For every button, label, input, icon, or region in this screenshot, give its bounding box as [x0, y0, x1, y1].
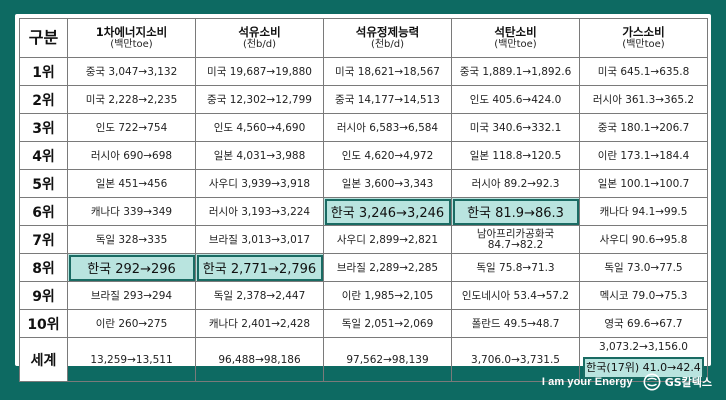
table-cell: 러시아 6,583→6,584: [323, 113, 452, 142]
rank-label: 10위: [19, 309, 68, 338]
table-cell: 중국 12,302→12,799: [195, 85, 324, 114]
table-cell: 브라질 293→294: [67, 281, 196, 310]
header-oil-consumption: 석유소비 (천b/d): [195, 18, 324, 58]
table-cell: 미국 340.6→332.1: [451, 113, 580, 142]
table-row: 8위 한국 292→296 한국 2,771→2,796 브라질 2,289→2…: [19, 253, 708, 282]
table-row: 3위 인도 722→754 인도 4,560→4,690 러시아 6,583→6…: [19, 113, 708, 142]
rank-label: 4위: [19, 141, 68, 170]
table-cell: 미국 19,687→19,880: [195, 57, 324, 86]
rank-label: 1위: [19, 57, 68, 86]
table-cell: 캐나다 2,401→2,428: [195, 309, 324, 338]
table-cell: 브라질 2,289→2,285: [323, 253, 452, 282]
rank-label: 9위: [19, 281, 68, 310]
table-cell: 인도 4,560→4,690: [195, 113, 324, 142]
world-gas-cell: 3,073.2→3,156.0 한국(17위) 41.0→42.4: [579, 337, 708, 382]
table-cell: 이란 260→275: [67, 309, 196, 338]
korea-highlight-cell: 한국 292→296: [67, 253, 196, 282]
table-row: 1위 중국 3,047→3,132 미국 19,687→19,880 미국 18…: [19, 57, 708, 86]
table-cell: 중국 180.1→206.7: [579, 113, 708, 142]
table-cell: 일본 3,600→3,343: [323, 169, 452, 198]
table-row: 10위 이란 260→275 캐나다 2,401→2,428 독일 2,051→…: [19, 309, 708, 338]
footer-branding: I am your Energy GS칼텍스: [542, 370, 712, 394]
header-gas-consumption: 가스소비 (백만toe): [579, 18, 708, 58]
energy-ranking-card: 구분 1차에너지소비 (백만toe) 석유소비 (천b/d) 석유정제능력 (천b/d…: [15, 14, 711, 382]
table-row: 6위 캐나다 339→349 러시아 3,193→3,224 한국 3,246→…: [19, 197, 708, 226]
rank-label: 3위: [19, 113, 68, 142]
table-cell: 캐나다 339→349: [67, 197, 196, 226]
table-cell: 폴란드 49.5→48.7: [451, 309, 580, 338]
table-cell: 러시아 690→698: [67, 141, 196, 170]
table-cell: 인도 405.6→424.0: [451, 85, 580, 114]
korea-highlight-cell: 한국 3,246→3,246: [323, 197, 452, 226]
table-cell: 독일 328→335: [67, 225, 196, 254]
table-cell: 남아프리카공화국 84.7→82.2: [451, 225, 580, 254]
world-total-cell: 96,488→98,186: [195, 337, 324, 382]
table-row: 4위 러시아 690→698 일본 4,031→3,988 인도 4,620→4…: [19, 141, 708, 170]
table-cell: 사우디 3,939→3,918: [195, 169, 324, 198]
brand-name: GS칼텍스: [664, 376, 712, 389]
table-row: 5위 일본 451→456 사우디 3,939→3,918 일본 3,600→3…: [19, 169, 708, 198]
table-cell: 중국 14,177→14,513: [323, 85, 452, 114]
table-cell: 인도네시아 53.4→57.2: [451, 281, 580, 310]
world-label: 세계: [19, 337, 68, 382]
table-cell: 인도 722→754: [67, 113, 196, 142]
header-coal-consumption: 석탄소비 (백만toe): [451, 18, 580, 58]
table-cell: 이란 1,985→2,105: [323, 281, 452, 310]
table-cell: 일본 4,031→3,988: [195, 141, 324, 170]
rank-label: 7위: [19, 225, 68, 254]
table-row: 9위 브라질 293→294 독일 2,378→2,447 이란 1,985→2…: [19, 281, 708, 310]
table-cell: 독일 75.8→71.3: [451, 253, 580, 282]
rank-label: 2위: [19, 85, 68, 114]
korea-highlight-cell: 한국 2,771→2,796: [195, 253, 324, 282]
brand-logo: GS칼텍스: [643, 373, 712, 391]
korea-highlight-cell: 한국 81.9→86.3: [451, 197, 580, 226]
table-cell: 일본 451→456: [67, 169, 196, 198]
table-cell: 미국 18,621→18,567: [323, 57, 452, 86]
gs-caltex-logo-icon: [643, 373, 661, 391]
table-row: 7위 독일 328→335 브라질 3,013→3,017 사우디 2,899→…: [19, 225, 708, 254]
table-cell: 독일 2,051→2,069: [323, 309, 452, 338]
energy-ranking-table: 구분 1차에너지소비 (백만toe) 석유소비 (천b/d) 석유정제능력 (천b/d…: [19, 18, 708, 382]
header-category: 구분: [19, 18, 68, 58]
table-cell: 미국 645.1→635.8: [579, 57, 708, 86]
table-cell: 독일 73.0→77.5: [579, 253, 708, 282]
header-refining-capacity: 석유정제능력 (천b/d): [323, 18, 452, 58]
table-cell: 이란 173.1→184.4: [579, 141, 708, 170]
header-primary-energy: 1차에너지소비 (백만toe): [67, 18, 196, 58]
rank-label: 6위: [19, 197, 68, 226]
table-cell: 일본 100.1→100.7: [579, 169, 708, 198]
table-cell: 일본 118.8→120.5: [451, 141, 580, 170]
slogan-text: I am your Energy: [541, 376, 633, 388]
world-gas-value: 3,073.2→3,156.0: [599, 341, 688, 353]
table-cell: 브라질 3,013→3,017: [195, 225, 324, 254]
rank-label: 8위: [19, 253, 68, 282]
table-cell: 멕시코 79.0→75.3: [579, 281, 708, 310]
korea-gas-rank-highlight: 한국(17위) 41.0→42.4: [583, 357, 704, 379]
world-total-row: 세계 13,259→13,511 96,488→98,186 97,562→98…: [19, 337, 708, 382]
table-cell: 중국 1,889.1→1,892.6: [451, 57, 580, 86]
world-total-cell: 97,562→98,139: [323, 337, 452, 382]
table-cell: 독일 2,378→2,447: [195, 281, 324, 310]
header-row: 구분 1차에너지소비 (백만toe) 석유소비 (천b/d) 석유정제능력 (천b/d…: [19, 18, 708, 58]
table-cell: 중국 3,047→3,132: [67, 57, 196, 86]
rank-label: 5위: [19, 169, 68, 198]
world-total-cell: 13,259→13,511: [67, 337, 196, 382]
table-cell: 러시아 361.3→365.2: [579, 85, 708, 114]
table-cell: 미국 2,228→2,235: [67, 85, 196, 114]
world-total-cell: 3,706.0→3,731.5: [451, 337, 580, 382]
table-cell: 러시아 89.2→92.3: [451, 169, 580, 198]
table-cell: 영국 69.6→67.7: [579, 309, 708, 338]
table-row: 2위 미국 2,228→2,235 중국 12,302→12,799 중국 14…: [19, 85, 708, 114]
table-cell: 인도 4,620→4,972: [323, 141, 452, 170]
table-cell: 캐나다 94.1→99.5: [579, 197, 708, 226]
table-cell: 사우디 2,899→2,821: [323, 225, 452, 254]
table-cell: 사우디 90.6→95.8: [579, 225, 708, 254]
table-cell: 러시아 3,193→3,224: [195, 197, 324, 226]
